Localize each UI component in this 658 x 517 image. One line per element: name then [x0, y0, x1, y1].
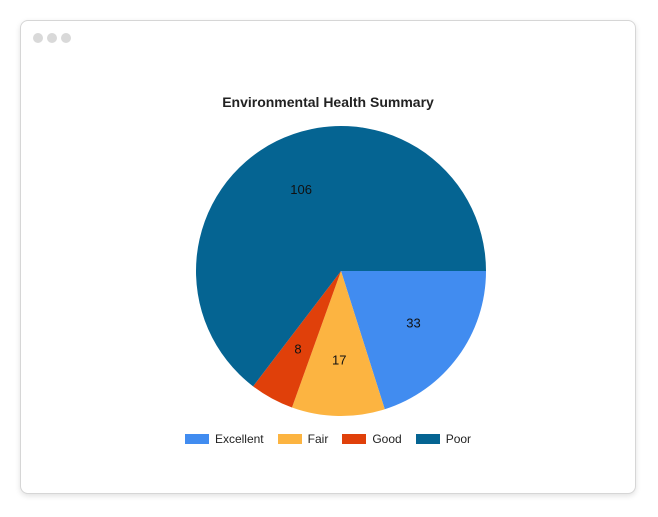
legend-item-fair[interactable]: Fair: [277, 432, 329, 446]
pie-chart: 33 17 8 106: [195, 125, 486, 416]
legend-swatch: [184, 434, 209, 444]
window-dot-minimize[interactable]: [47, 33, 57, 43]
legend-label: Fair: [307, 432, 329, 446]
legend-item-good[interactable]: Good: [342, 432, 402, 446]
data-label-fair: 17: [332, 352, 346, 367]
legend-swatch: [277, 434, 302, 444]
legend-item-poor[interactable]: Poor: [415, 432, 472, 446]
window-controls: [33, 33, 71, 43]
pie-slice-fair[interactable]: [291, 271, 385, 416]
pie-slice-poor[interactable]: [195, 125, 486, 387]
chart-legend: Excellent Fair Good Poor: [21, 432, 635, 446]
window-dot-maximize[interactable]: [61, 33, 71, 43]
pie-slice-excellent[interactable]: [341, 271, 486, 410]
data-label-poor: 106: [290, 182, 312, 197]
pie-slice-good[interactable]: [253, 271, 341, 408]
legend-swatch: [415, 434, 440, 444]
chart-window: Environmental Health Summary 33 17 8 106 Ex…: [20, 20, 636, 494]
legend-item-excellent[interactable]: Excellent: [184, 432, 264, 446]
legend-label: Poor: [445, 432, 472, 446]
chart-title: Environmental Health Summary: [222, 94, 434, 110]
legend-label: Excellent: [214, 432, 264, 446]
window-dot-close[interactable]: [33, 33, 43, 43]
data-label-excellent: 33: [406, 316, 420, 331]
legend-swatch: [342, 434, 367, 444]
legend-label: Good: [372, 432, 402, 446]
data-label-good: 8: [294, 341, 301, 356]
